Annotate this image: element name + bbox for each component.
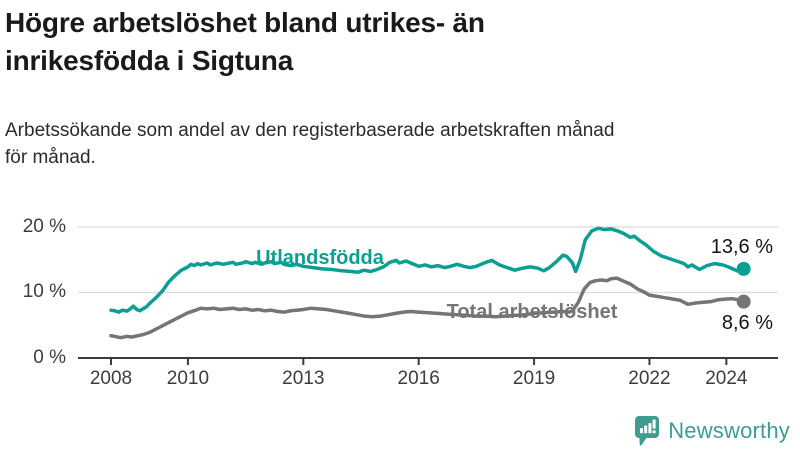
subtitle-line-1: Arbetssökande som andel av den registerb… — [5, 120, 615, 141]
chart-subtitle: Arbetssökande som andel av den registerb… — [5, 117, 795, 171]
newsworthy-brand[interactable]: Newsworthy — [635, 415, 790, 447]
y-axis-label: 10 % — [22, 281, 66, 303]
newsworthy-wordmark: Newsworthy — [668, 418, 790, 443]
newsworthy-logo-icon — [635, 416, 660, 446]
series-end-dot-utlandsfodda — [736, 261, 751, 276]
x-axis-label: 2008 — [89, 368, 133, 389]
subtitle-line-2: för månad. — [5, 147, 96, 168]
series-label-utlandsfodda: Utlandsfödda — [256, 247, 384, 269]
series-line-utlandsfodda — [109, 226, 746, 314]
series-line-total — [109, 276, 746, 340]
x-axis-label: 2019 — [512, 368, 556, 389]
x-axis-label: 2022 — [628, 368, 671, 389]
title-line-2: inrikesfödda i Sigtuna — [5, 45, 294, 76]
x-axis-label: 2010 — [166, 368, 210, 389]
x-axis-label: 2024 — [705, 368, 748, 389]
page-title: Högre arbetslöshet bland utrikes- än inr… — [5, 4, 705, 80]
x-axis-label: 2016 — [397, 368, 440, 389]
y-axis-label: 20 % — [22, 215, 66, 237]
end-value-label-total-arbetsloshet: 8,6 % — [721, 312, 773, 334]
title-line-1: Högre arbetslöshet bland utrikes- än — [5, 7, 485, 38]
y-axis-label: 0 % — [33, 347, 66, 368]
x-axis-label: 2013 — [282, 368, 325, 389]
series-label-total-arbetsloshet: Total arbetslöshet — [446, 301, 618, 323]
end-value-label-utlandsfodda: 13,6 % — [710, 236, 773, 258]
series-end-dot-total — [736, 294, 751, 309]
